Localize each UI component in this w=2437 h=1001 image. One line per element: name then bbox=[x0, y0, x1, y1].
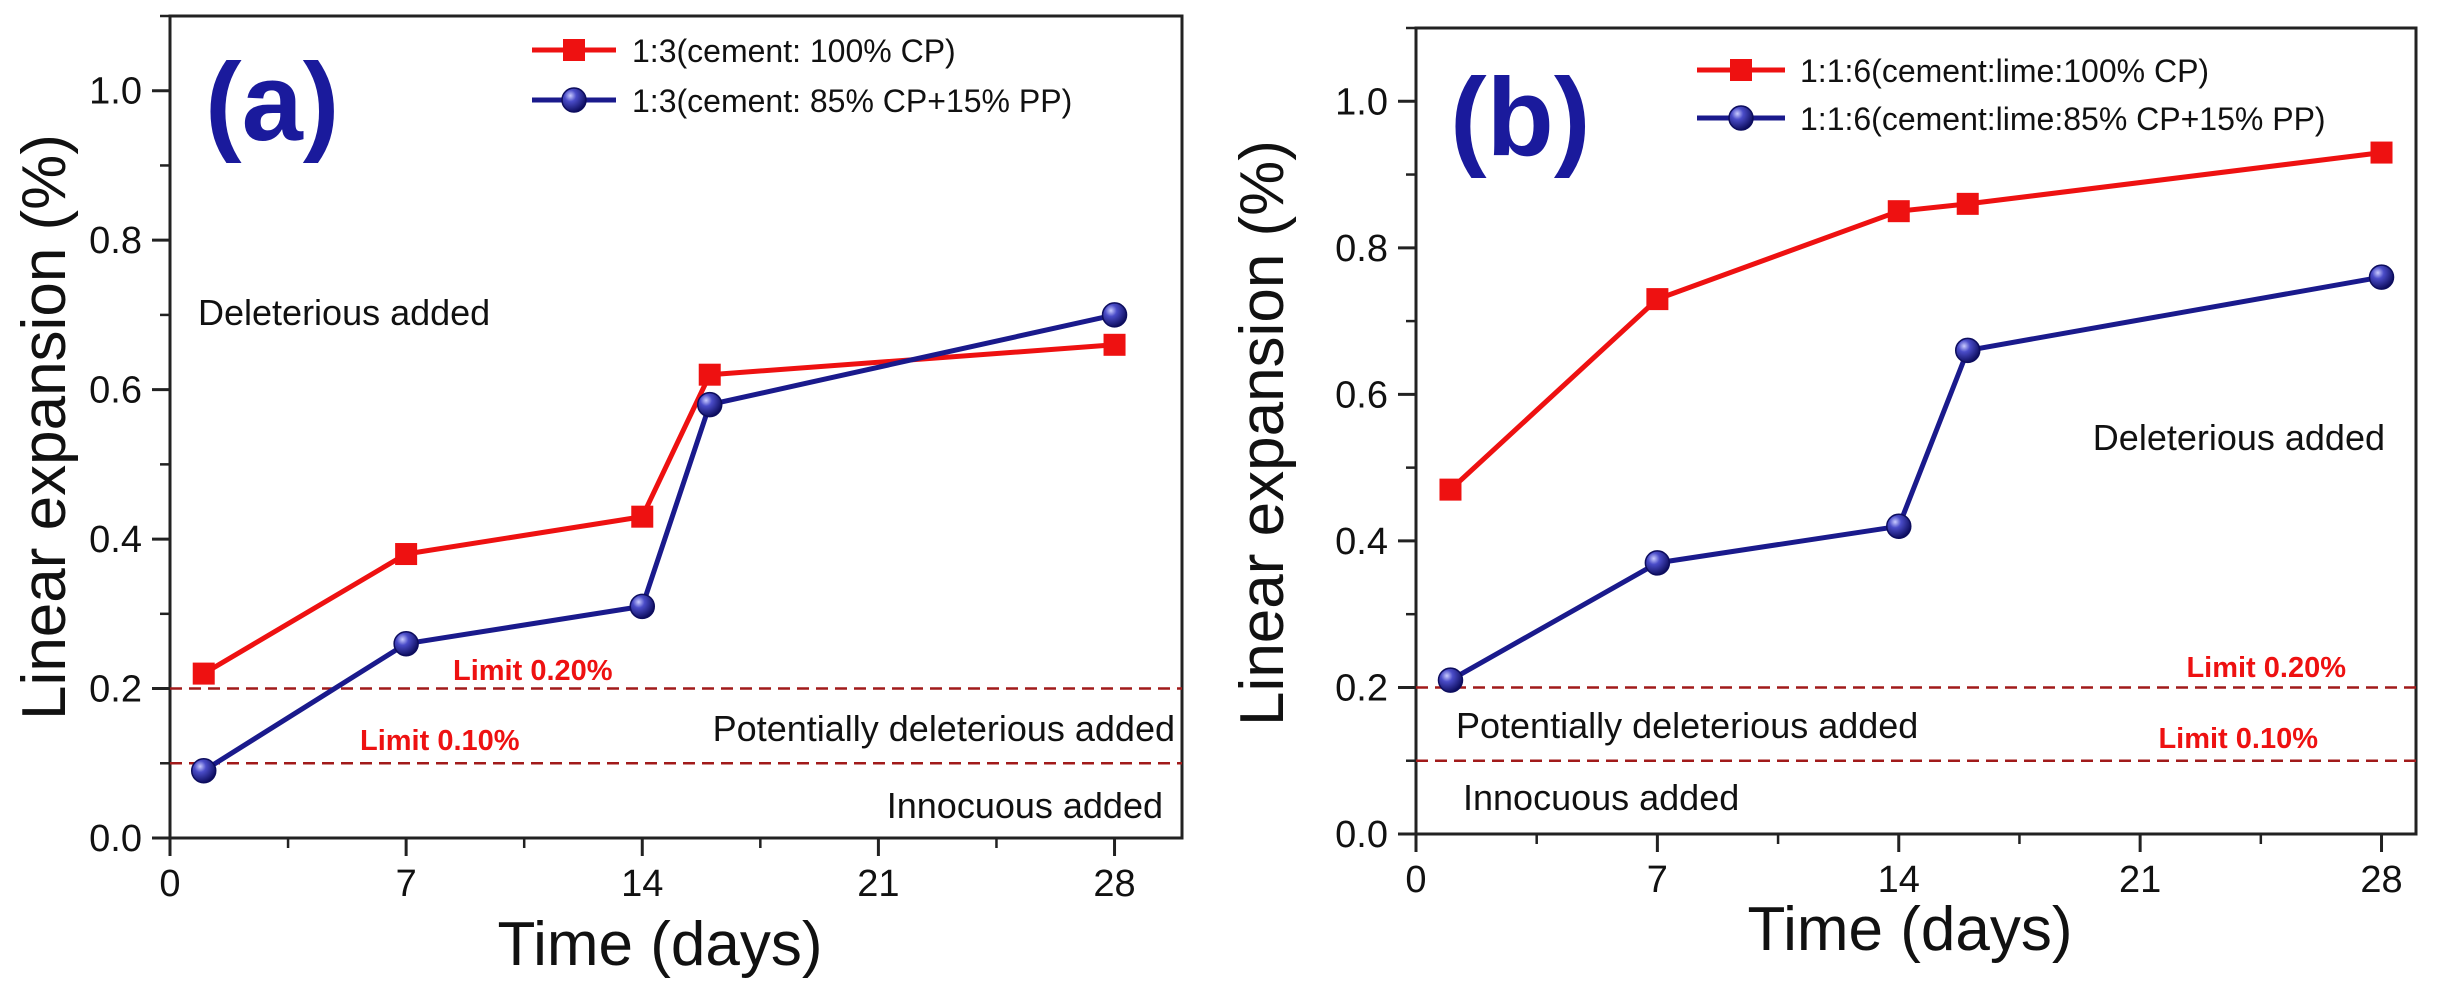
legend-entry-series-1: 1:1:6(cement:lime:100% CP) bbox=[1697, 53, 2209, 89]
x-tick-label: 0 bbox=[159, 863, 180, 905]
data-point-square bbox=[395, 543, 418, 566]
limit-label-010: Limit 0.10% bbox=[360, 725, 520, 757]
y-axis-label: Linear expansion (%) bbox=[10, 134, 79, 720]
data-point-circle bbox=[1101, 302, 1128, 328]
data-point-square bbox=[698, 363, 721, 386]
data-point-circle bbox=[1437, 667, 1464, 693]
chart-panel-b: 0 7 14 21 28 0.0 0.2 0.4 0.6 0.8 1.0 (b) Deleterio… bbox=[1228, 26, 2418, 964]
y-tick-label: 0.4 bbox=[89, 519, 142, 561]
region-label-deleterious: Deleterious added bbox=[2093, 417, 2385, 458]
data-point-square bbox=[631, 505, 654, 528]
region-label-innocuous: Innocuous added bbox=[887, 785, 1163, 826]
limit-label-020: Limit 0.20% bbox=[453, 655, 613, 687]
x-tick-label: 28 bbox=[1093, 863, 1135, 905]
panel-label: (a) bbox=[205, 41, 339, 164]
y-tick-label: 0.8 bbox=[89, 220, 142, 262]
region-label-potentially-deleterious: Potentially deleterious added bbox=[1456, 705, 1918, 746]
data-point-circle bbox=[1886, 513, 1912, 540]
series-line-2 bbox=[1449, 274, 2382, 683]
legend: 1:3(cement: 100% CP) 1:3(cement: 85% CP+… bbox=[532, 33, 1072, 119]
data-point-circle bbox=[629, 593, 656, 620]
y-tick-label: 0.6 bbox=[1335, 374, 1388, 416]
limit-label-020: Limit 0.20% bbox=[2186, 652, 2346, 684]
series-line-2 bbox=[202, 312, 1116, 773]
x-tick-label: 21 bbox=[2119, 859, 2161, 901]
limit-label-010: Limit 0.10% bbox=[2158, 723, 2318, 755]
x-tick-label: 7 bbox=[396, 863, 417, 905]
data-point-square bbox=[1956, 192, 1979, 215]
legend-label: 1:3(cement: 85% CP+15% PP) bbox=[632, 83, 1072, 119]
plot-frame bbox=[1414, 26, 2418, 836]
x-axis-label: Time (days) bbox=[1748, 895, 2073, 964]
y-tick-label: 0.4 bbox=[1335, 521, 1388, 563]
data-point-circle bbox=[190, 757, 217, 784]
x-tick-label: 0 bbox=[1405, 859, 1426, 901]
y-axis-label: Linear expansion (%) bbox=[1228, 140, 1297, 726]
y-tick-label: 1.0 bbox=[1335, 81, 1388, 123]
y-tick-label: 0.8 bbox=[1335, 228, 1388, 270]
y-tick-label: 0.2 bbox=[1335, 667, 1388, 709]
x-tick-label: 21 bbox=[857, 863, 899, 905]
x-tick-label: 14 bbox=[621, 863, 663, 905]
legend-label: 1:1:6(cement:lime:100% CP) bbox=[1800, 53, 2209, 89]
legend-circle-marker bbox=[1728, 105, 1754, 131]
panel-label: (b) bbox=[1450, 56, 1590, 179]
data-point-square bbox=[1646, 288, 1669, 311]
x-tick-label: 28 bbox=[2360, 859, 2402, 901]
region-label-deleterious: Deleterious added bbox=[198, 292, 490, 333]
region-label-innocuous: Innocuous added bbox=[1463, 777, 1739, 818]
y-tick-label: 0.2 bbox=[89, 669, 142, 711]
y-tick-label: 0.0 bbox=[89, 818, 142, 860]
series-line-1 bbox=[202, 342, 1115, 676]
data-point-square bbox=[192, 662, 215, 685]
data-point-circle bbox=[393, 630, 419, 657]
data-point-circle bbox=[2368, 264, 2395, 290]
legend-entry-series-1: 1:3(cement: 100% CP) bbox=[532, 33, 956, 69]
y-tick-label: 0.0 bbox=[1335, 814, 1388, 856]
legend-entry-series-2: 1:1:6(cement:lime:85% CP+15% PP) bbox=[1697, 101, 2326, 137]
data-point-circle bbox=[1954, 337, 1981, 364]
x-axis-label: Time (days) bbox=[498, 910, 823, 979]
plot-frame bbox=[168, 14, 1184, 840]
data-point-square bbox=[1103, 333, 1126, 356]
region-label-potentially-deleterious: Potentially deleterious added bbox=[713, 708, 1175, 749]
legend: 1:1:6(cement:lime:100% CP) 1:1:6(cement:… bbox=[1697, 53, 2326, 137]
x-tick-label: 14 bbox=[1878, 859, 1920, 901]
legend-square-marker bbox=[1730, 59, 1752, 81]
data-point-circle bbox=[696, 391, 723, 418]
legend-label: 1:3(cement: 100% CP) bbox=[632, 33, 956, 69]
legend-entry-series-2: 1:3(cement: 85% CP+15% PP) bbox=[532, 83, 1072, 119]
chart-panel-a: 0 7 14 21 28 0.0 0.2 0.4 0.6 0.8 1.0 (a) Deleterio… bbox=[10, 14, 1184, 979]
y-tick-label: 1.0 bbox=[89, 71, 142, 113]
data-point-square bbox=[2370, 141, 2393, 164]
x-tick-label: 7 bbox=[1647, 859, 1668, 901]
y-tick-label: 0.6 bbox=[89, 370, 142, 412]
legend-circle-marker bbox=[561, 87, 587, 113]
legend-label: 1:1:6(cement:lime:85% CP+15% PP) bbox=[1800, 101, 2326, 137]
data-point-square bbox=[1887, 200, 1910, 223]
data-point-square bbox=[1439, 478, 1462, 501]
data-point-circle bbox=[1644, 550, 1671, 576]
legend-square-marker bbox=[563, 39, 585, 61]
